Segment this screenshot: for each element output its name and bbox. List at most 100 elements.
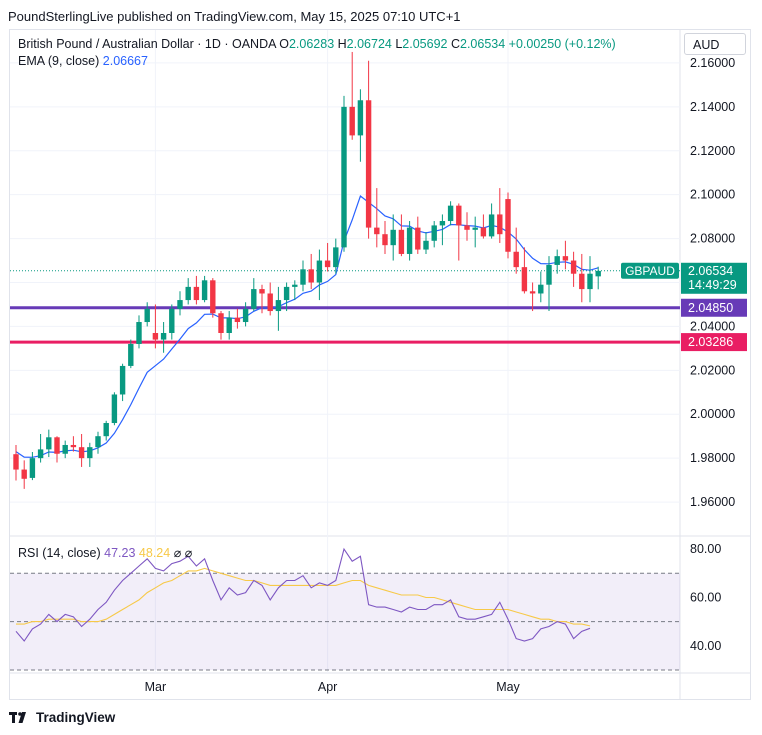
candle-body	[227, 318, 232, 333]
time-axis: Mar Apr May	[145, 680, 521, 694]
candle	[432, 221, 437, 247]
candle-body	[120, 366, 125, 395]
price-tick-label: 2.02000	[690, 363, 735, 377]
tradingview-logo-icon	[9, 712, 31, 724]
candle-body	[464, 225, 469, 229]
price-axis: 2.160002.140002.120002.100002.080002.060…	[690, 56, 735, 653]
candle-body	[341, 107, 346, 248]
candle-body	[177, 300, 182, 309]
candle-body	[259, 289, 264, 293]
candle-body	[366, 100, 371, 227]
candle-body	[456, 206, 461, 226]
candle	[128, 340, 133, 369]
candle	[555, 250, 560, 274]
high-label: H	[338, 37, 347, 51]
candle-body	[579, 274, 584, 289]
level-price-label: 2.03286	[681, 333, 747, 351]
candle-body	[440, 221, 445, 225]
candle	[571, 252, 576, 287]
candle	[79, 434, 84, 467]
candle	[341, 96, 346, 252]
candle-body	[22, 470, 27, 479]
price-tick-label: 2.00000	[690, 407, 735, 421]
candle-body	[587, 274, 592, 289]
candle-body	[374, 228, 379, 235]
tradingview-logo[interactable]: TradingView	[9, 710, 115, 725]
candle	[309, 254, 314, 289]
candle	[235, 309, 240, 329]
candle	[448, 201, 453, 225]
candle	[415, 217, 420, 254]
candle-body	[243, 309, 248, 322]
price-tick-label: 2.10000	[690, 188, 735, 202]
high-value: 2.06724	[347, 37, 392, 51]
rsi-tick-label: 60.00	[690, 590, 721, 604]
level-label-text: 2.04850	[688, 301, 733, 315]
change-value: +0.00250 (+0.12%)	[509, 37, 616, 51]
candle-body	[407, 228, 412, 254]
candle	[145, 302, 150, 326]
candle-body	[268, 293, 273, 311]
candle-body	[30, 458, 35, 478]
candle-body	[128, 344, 133, 366]
candle-body	[497, 214, 502, 234]
candle	[63, 441, 68, 459]
price-tick-label: 1.96000	[690, 495, 735, 509]
candle-body	[317, 261, 322, 283]
candle-body	[432, 225, 437, 240]
rsi-value: 47.23	[104, 546, 135, 560]
ema-label[interactable]: EMA (9, close)	[18, 54, 99, 68]
candle-body	[63, 445, 68, 454]
candle	[538, 272, 543, 303]
candle	[194, 276, 199, 305]
candle-body	[95, 436, 100, 447]
candle-body	[391, 230, 396, 245]
candle-body	[415, 228, 420, 250]
candle	[596, 267, 601, 290]
price-tick-label: 2.14000	[690, 100, 735, 114]
price-tick-label: 1.98000	[690, 451, 735, 465]
candle-body	[382, 234, 387, 245]
candle	[169, 304, 174, 339]
candle-body	[522, 267, 527, 291]
candle-body	[46, 437, 51, 449]
candle-body	[218, 313, 223, 333]
candle-body	[136, 322, 141, 344]
candle-body	[563, 256, 568, 260]
candle-body	[38, 449, 43, 458]
candle	[227, 311, 232, 340]
candle-body	[235, 318, 240, 322]
rsi-extra-1: ⌀	[174, 546, 182, 560]
rsi-extra-2: ⌀	[185, 546, 193, 560]
candle-body	[202, 280, 207, 300]
currency-button[interactable]: AUD	[684, 33, 746, 55]
candle	[399, 214, 404, 256]
countdown-text: 14:49:29	[688, 278, 737, 292]
candle	[514, 228, 519, 274]
candle-body	[399, 230, 404, 254]
candle-body	[538, 285, 543, 294]
candle-body	[514, 252, 519, 267]
candle	[366, 61, 371, 239]
candle	[473, 217, 478, 248]
candle-body	[489, 214, 494, 236]
candle	[30, 452, 35, 480]
candle-body	[169, 309, 174, 333]
chart-legend: British Pound / Australian Dollar · 1D ·…	[18, 36, 616, 70]
symbol-tag-text: GBPAUD	[625, 264, 675, 278]
candle-body	[555, 256, 560, 265]
candle	[22, 460, 27, 489]
candle	[202, 276, 207, 302]
candle	[505, 192, 510, 258]
price-chart[interactable]: 2.160002.140002.120002.100002.080002.060…	[0, 0, 762, 735]
candle-body	[448, 206, 453, 221]
rsi-tick-label: 80.00	[690, 542, 721, 556]
candle-body	[153, 333, 158, 340]
symbol-title[interactable]: British Pound / Australian Dollar · 1D ·…	[18, 37, 276, 51]
candle-body	[530, 291, 535, 293]
rsi-ma-value: 48.24	[139, 546, 170, 560]
candle-body	[481, 228, 486, 237]
candle	[251, 278, 256, 311]
candle-body	[194, 287, 199, 300]
rsi-label[interactable]: RSI (14, close)	[18, 546, 101, 560]
